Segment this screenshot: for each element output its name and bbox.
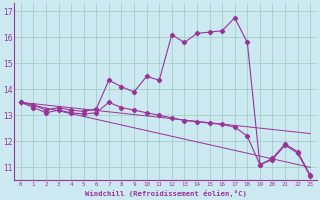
X-axis label: Windchill (Refroidissement éolien,°C): Windchill (Refroidissement éolien,°C) [84,190,246,197]
